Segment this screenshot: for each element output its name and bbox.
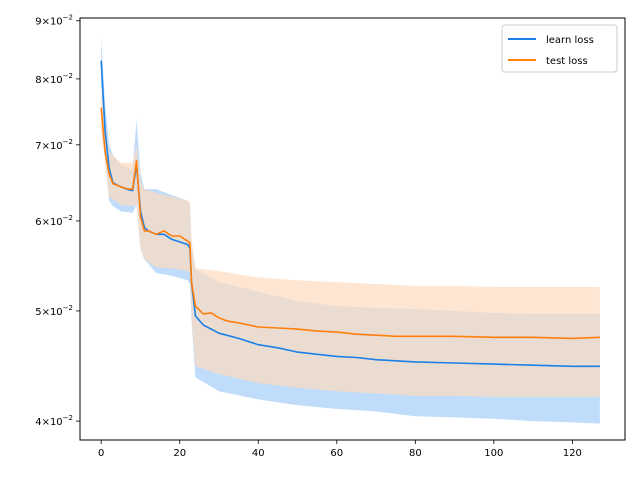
x-tick-label: 120 xyxy=(563,448,582,459)
series-lines xyxy=(100,60,600,368)
axes-frame xyxy=(79,17,626,441)
x-tick-label: 100 xyxy=(484,448,503,459)
x-tick-label: 0 xyxy=(98,448,104,459)
y-tick-label: 6×10−2 xyxy=(35,214,73,228)
line-learn-loss xyxy=(100,60,600,368)
y-tick-label: 7×10−2 xyxy=(35,138,73,152)
y-axis-ticks: 4×10−2 5×10−2 6×10−2 7×10−2 8×10−2 9×10−2 xyxy=(35,14,80,428)
y-tick-label: 9×10−2 xyxy=(35,14,73,28)
legend-label-learn-loss: learn loss xyxy=(546,35,594,46)
x-tick-label: 40 xyxy=(252,448,265,459)
line-test-loss xyxy=(100,107,600,340)
legend-label-test-loss: test loss xyxy=(546,56,588,67)
x-tick-label: 80 xyxy=(409,448,422,459)
y-tick-label: 5×10−2 xyxy=(35,304,73,318)
y-tick-label: 4×10−2 xyxy=(35,414,73,428)
x-tick-label: 60 xyxy=(330,448,343,459)
x-axis-ticks: 0 20 40 60 80 100 120 xyxy=(98,440,582,459)
legend: learn loss test loss xyxy=(501,24,618,73)
x-tick-label: 20 xyxy=(173,448,186,459)
y-tick-label: 8×10−2 xyxy=(35,72,73,86)
